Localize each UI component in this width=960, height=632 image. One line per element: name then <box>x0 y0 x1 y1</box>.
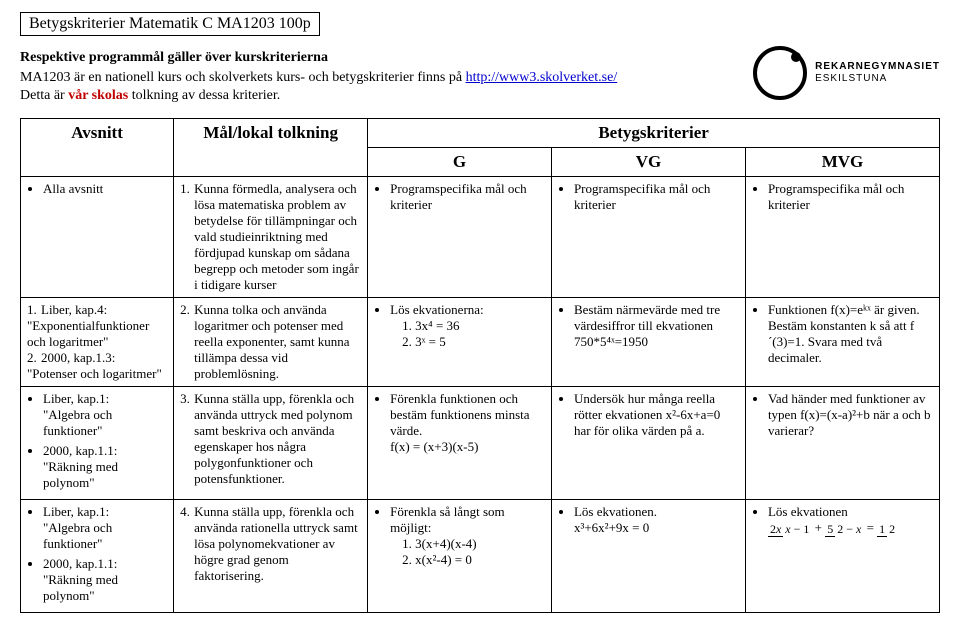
red-emph: vår skolas <box>68 88 128 103</box>
cell-mvg: Lös ekvationen 2xx − 1 + 52 − x = 12 <box>745 500 939 613</box>
header-text: Respektive programmål gäller över kurskr… <box>20 42 617 106</box>
logo-line2: ESKILSTUNA <box>815 73 940 85</box>
mvg-header: Lös ekvationen <box>768 504 848 519</box>
mvg-item: Lös ekvationen 2xx − 1 + 52 − x = 12 <box>768 504 933 536</box>
avsnitt-item: Alla avsnitt <box>43 181 167 197</box>
g-line: 2. x(x²-4) = 0 <box>390 552 545 568</box>
table-row: 1.Liber, kap.4: "Exponentialfunktioner o… <box>21 298 940 387</box>
school-logo: REKARNEGYMNASIET ESKILSTUNA <box>753 46 940 100</box>
g-header: Förenkla funktionen och bestäm funktione… <box>390 391 529 438</box>
avsnitt-main: 2000, kap.1.1: <box>43 556 117 571</box>
th-g: G <box>368 148 552 177</box>
table-row: Liber, kap.1: "Algebra och funktioner" 2… <box>21 387 940 500</box>
cell-vg: Programspecifika mål och kriterier <box>551 177 745 298</box>
cell-g: Förenkla funktionen och bestäm funktione… <box>368 387 552 500</box>
cell-mal: 1.Kunna förmedla, analysera och lösa mat… <box>174 177 368 298</box>
cell-avsnitt: Liber, kap.1: "Algebra och funktioner" 2… <box>21 387 174 500</box>
subtitle: Respektive programmål gäller över kurskr… <box>20 50 617 66</box>
cell-g: Lös ekvationerna: 1. 3x⁴ = 36 2. 3ˣ = 5 <box>368 298 552 387</box>
cell-avsnitt: 1.Liber, kap.4: "Exponentialfunktioner o… <box>21 298 174 387</box>
vg-item: Lös ekvationen. x³+6x²+9x = 0 <box>574 504 739 536</box>
desc-prefix: MA1203 är en nationell kurs och skolverk… <box>20 70 466 85</box>
avsnitt-main: 2000, kap.1.1: <box>43 443 117 458</box>
th-mvg: MVG <box>745 148 939 177</box>
avsnitt-main: Liber, kap.1: <box>43 391 109 406</box>
skolverket-link[interactable]: http://www3.skolverket.se/ <box>466 70 618 85</box>
cell-g: Förenkla så långt som möjligt: 1. 3(x+4)… <box>368 500 552 613</box>
vg-item: Undersök hur många reella rötter ekvatio… <box>574 391 739 439</box>
red-line: Detta är vår skolas tolkning av dessa kr… <box>20 88 617 104</box>
logo-line1: REKARNEGYMNASIET <box>815 61 940 73</box>
cell-vg: Undersök hur många reella rötter ekvatio… <box>551 387 745 500</box>
avsnitt-label: 2000, kap.1.3: <box>41 350 115 366</box>
mal-text: Kunna tolka och använda logaritmer och p… <box>194 302 361 382</box>
mal-num: 3. <box>180 391 194 487</box>
avsnitt-quote: "Potenser och logaritmer" <box>27 366 167 382</box>
g-line: f(x) = (x+3)(x-5) <box>390 439 545 455</box>
mal-text: Kunna ställa upp, förenkla och använda r… <box>194 504 361 584</box>
cell-mal: 3.Kunna ställa upp, förenkla och använda… <box>174 387 368 500</box>
mvg-item: Programspecifika mål och kriterier <box>768 181 933 213</box>
avsnitt-item: 2000, kap.1.1: "Räkning med polynom" <box>43 556 167 604</box>
avsnitt-num: 1. <box>27 302 41 318</box>
th-betyg: Betygskriterier <box>368 119 940 148</box>
g-item: Programspecifika mål och kriterier <box>390 181 545 213</box>
avsnitt-quote: "Räkning med polynom" <box>43 572 167 604</box>
header-row: Respektive programmål gäller över kurskr… <box>20 42 940 106</box>
vg-line: Lös ekvationen. <box>574 504 657 519</box>
cell-g: Programspecifika mål och kriterier <box>368 177 552 298</box>
g-header: Förenkla så långt som möjligt: <box>390 504 504 535</box>
g-line: 1. 3x⁴ = 36 <box>390 318 545 334</box>
cell-vg: Bestäm närmevärde med tre värdesiffror t… <box>551 298 745 387</box>
vg-item: Programspecifika mål och kriterier <box>574 181 739 213</box>
avsnitt-num: 2. <box>27 350 41 366</box>
cell-mal: 4.Kunna ställa upp, förenkla och använda… <box>174 500 368 613</box>
mal-text: Kunna ställa upp, förenkla och använda u… <box>194 391 361 487</box>
table-row: Liber, kap.1: "Algebra och funktioner" 2… <box>21 500 940 613</box>
avsnitt-quote: "Algebra och funktioner" <box>43 520 167 552</box>
mvg-item: Vad händer med funktioner av typen f(x)=… <box>768 391 933 439</box>
avsnitt-quote: "Räkning med polynom" <box>43 459 167 491</box>
g-item: Förenkla så långt som möjligt: 1. 3(x+4)… <box>390 504 545 568</box>
avsnitt-item: Liber, kap.1: "Algebra och funktioner" <box>43 504 167 552</box>
th-mal: Mål/lokal tolkning <box>174 119 368 177</box>
cell-mvg: Vad händer med funktioner av typen f(x)=… <box>745 387 939 500</box>
cell-vg: Lös ekvationen. x³+6x²+9x = 0 <box>551 500 745 613</box>
g-line: 1. 3(x+4)(x-4) <box>390 536 545 552</box>
table-row: Alla avsnitt 1.Kunna förmedla, analysera… <box>21 177 940 298</box>
avsnitt-quote: "Exponentialfunktioner och logaritmer" <box>27 318 167 350</box>
vg-item: Bestäm närmevärde med tre värdesiffror t… <box>574 302 739 350</box>
th-vg: VG <box>551 148 745 177</box>
avsnitt-quote: "Algebra och funktioner" <box>43 407 167 439</box>
title-box: Betygskriterier Matematik C MA1203 100p <box>20 12 320 36</box>
avsnitt-item: 2000, kap.1.1: "Räkning med polynom" <box>43 443 167 491</box>
red-prefix: Detta är <box>20 88 68 103</box>
red-suffix: tolkning av dessa kriterier. <box>128 88 280 103</box>
g-header: Lös ekvationerna: <box>390 302 484 317</box>
g-line: 2. 3ˣ = 5 <box>390 334 545 350</box>
cell-mvg: Funktionen f(x)=eᵏˣ är given. Bestäm kon… <box>745 298 939 387</box>
mal-num: 1. <box>180 181 194 293</box>
avsnitt-item: Liber, kap.1: "Algebra och funktioner" <box>43 391 167 439</box>
mal-num: 2. <box>180 302 194 382</box>
cell-mvg: Programspecifika mål och kriterier <box>745 177 939 298</box>
g-item: Lös ekvationerna: 1. 3x⁴ = 36 2. 3ˣ = 5 <box>390 302 545 350</box>
mvg-fraction: 2xx − 1 + 52 − x = 12 <box>768 520 897 535</box>
logo-circle-icon <box>753 46 807 100</box>
avsnitt-main: Liber, kap.1: <box>43 504 109 519</box>
th-avsnitt: Avsnitt <box>21 119 174 177</box>
cell-avsnitt: Alla avsnitt <box>21 177 174 298</box>
mal-num: 4. <box>180 504 194 584</box>
criteria-table: Avsnitt Mål/lokal tolkning Betygskriteri… <box>20 118 940 613</box>
g-item: Förenkla funktionen och bestäm funktione… <box>390 391 545 455</box>
cell-avsnitt: Liber, kap.1: "Algebra och funktioner" 2… <box>21 500 174 613</box>
avsnitt-label: Liber, kap.4: <box>41 302 107 318</box>
vg-line: x³+6x²+9x = 0 <box>574 520 649 535</box>
logo-text: REKARNEGYMNASIET ESKILSTUNA <box>815 61 940 85</box>
mvg-item: Funktionen f(x)=eᵏˣ är given. Bestäm kon… <box>768 302 933 366</box>
mal-text: Kunna förmedla, analysera och lösa matem… <box>194 181 361 293</box>
cell-mal: 2.Kunna tolka och använda logaritmer och… <box>174 298 368 387</box>
description: MA1203 är en nationell kurs och skolverk… <box>20 70 617 86</box>
